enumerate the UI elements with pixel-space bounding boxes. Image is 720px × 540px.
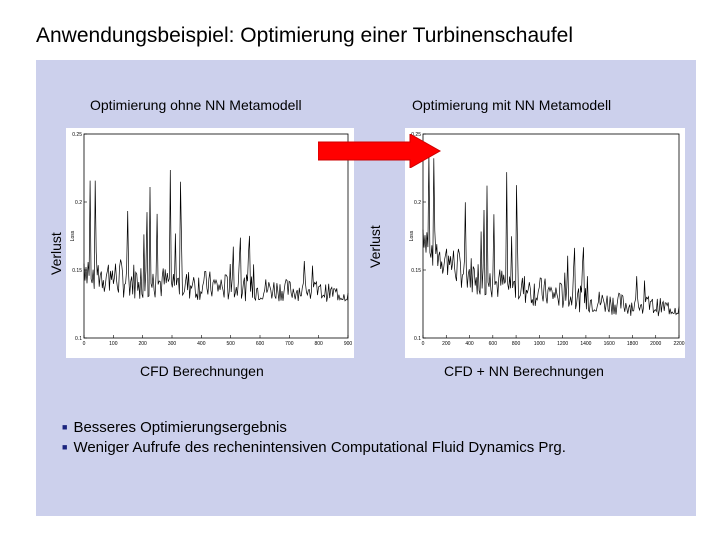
x-tick-label: 800 (512, 341, 521, 347)
y-tick-label: 0.1 (75, 336, 82, 342)
x-tick-label: 1600 (604, 341, 615, 347)
x-tick-label: 200 (442, 341, 451, 347)
y-tick-label: 0.15 (72, 268, 82, 274)
bullet-item: ■ Besseres Optimierungsergebnis (62, 417, 566, 437)
bullet-text: Weniger Aufrufe des rechenintensiven Com… (73, 438, 566, 456)
right-caption: CFD + NN Berechnungen (444, 363, 604, 379)
x-tick-label: 400 (197, 341, 206, 347)
right-ylabel: Verlust (367, 225, 383, 268)
x-tick-label: 0 (422, 341, 425, 347)
x-tick-label: 0 (83, 341, 86, 347)
y-tick-label: 0.2 (414, 200, 421, 206)
x-tick-label: 1400 (580, 341, 591, 347)
series-line (83, 169, 349, 302)
left-chart: 0.1 0.15 0.2 0.25 0 100 200 300 400 500 600 700 800 9… (66, 128, 354, 358)
right-chart: 0.1 0.15 0.2 0.25 0 200 400 600 800 1000 1200 1400 1… (405, 128, 685, 358)
y-tick-label: 0.1 (414, 336, 421, 342)
left-caption: CFD Berechnungen (140, 363, 264, 379)
bullet-text: Besseres Optimierungsergebnis (73, 418, 287, 436)
right-heading: Optimierung mit NN Metamodell (412, 97, 612, 113)
x-tick-label: 300 (168, 341, 177, 347)
x-tick-label: 1800 (627, 341, 638, 347)
x-tick-label: 200 (138, 341, 147, 347)
x-tick-label: 100 (109, 341, 118, 347)
square-bullet-icon: ■ (62, 442, 68, 452)
y-tick-label: 0.2 (75, 200, 82, 206)
left-chart-svg: 0.1 0.15 0.2 0.25 0 100 200 300 400 500 600 700 800 9… (70, 132, 353, 347)
y-tick-label: 0.25 (411, 132, 421, 138)
bullet-list: ■ Besseres Optimierungsergebnis ■ Wenige… (62, 417, 566, 457)
axis-label-y: Loss (70, 230, 76, 241)
axis-label-y: Loss (409, 230, 415, 241)
plot-frame (83, 133, 349, 339)
x-tick-label: 2200 (673, 341, 684, 347)
x-tick-label: 900 (344, 341, 353, 347)
slide-title: Anwendungsbeispiel: Optimierung einer Tu… (36, 24, 573, 47)
y-tick-label: 0.25 (72, 132, 82, 138)
y-tick-label: 0.15 (411, 268, 421, 274)
x-tick-label: 1000 (534, 341, 545, 347)
plot-frame (422, 133, 680, 339)
x-tick-label: 600 (256, 341, 265, 347)
series-line (422, 152, 680, 317)
x-tick-label: 700 (285, 341, 294, 347)
x-tick-label: 2000 (650, 341, 661, 347)
x-tick-label: 1200 (557, 341, 568, 347)
left-ylabel: Verlust (48, 232, 64, 275)
x-tick-label: 500 (226, 341, 235, 347)
bullet-item: ■ Weniger Aufrufe des rechenintensiven C… (62, 437, 566, 457)
red-arrow-icon (318, 134, 442, 168)
right-chart-svg: 0.1 0.15 0.2 0.25 0 200 400 600 800 1000 1200 1400 1… (409, 132, 685, 347)
x-tick-label: 600 (489, 341, 498, 347)
square-bullet-icon: ■ (62, 422, 68, 432)
x-tick-label: 400 (465, 341, 474, 347)
x-tick-label: 800 (314, 341, 323, 347)
left-heading: Optimierung ohne NN Metamodell (90, 97, 302, 113)
